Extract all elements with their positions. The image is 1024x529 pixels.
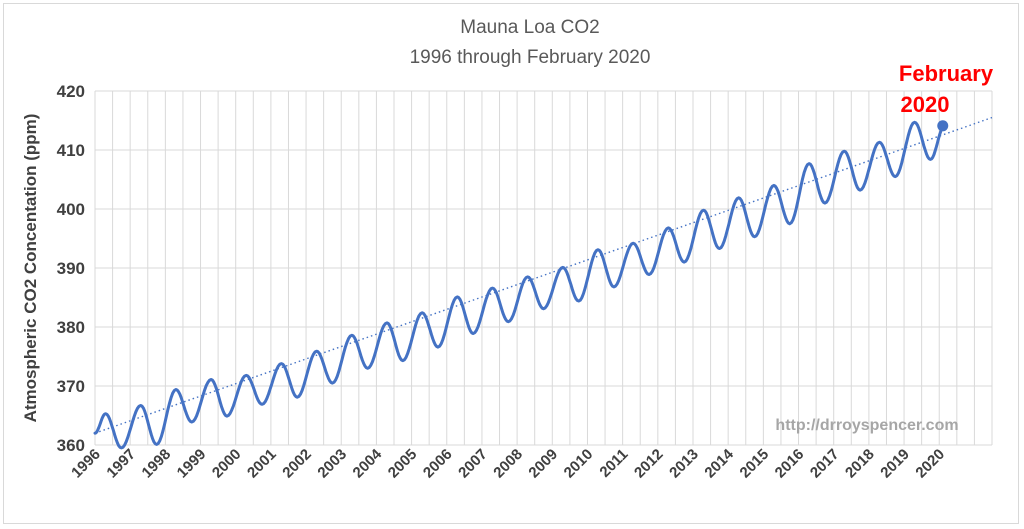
x-tick-label: 2003 xyxy=(314,446,350,482)
grid-lines xyxy=(94,90,993,446)
x-tick-label: 2020 xyxy=(912,446,948,482)
x-axis-ticks: 1996 1997 1998 1999 2000 2001 2002 2003 2004 2005… xyxy=(68,445,948,481)
x-tick-label: 2019 xyxy=(877,446,913,482)
y-tick-label: 410 xyxy=(57,141,85,160)
y-tick-label: 370 xyxy=(57,377,85,396)
y-tick-label: 390 xyxy=(57,259,85,278)
x-tick-label: 2001 xyxy=(244,446,280,482)
y-axis-ticks: 360 370 380 390 400 410 420 xyxy=(57,82,85,455)
trend-line xyxy=(94,116,993,434)
callout-month: February xyxy=(899,61,994,86)
x-tick-label: 2015 xyxy=(737,446,773,482)
x-tick-label: 1999 xyxy=(174,446,210,482)
y-tick-label: 380 xyxy=(57,318,85,337)
x-tick-label: 2000 xyxy=(209,446,245,482)
x-tick-label: 2008 xyxy=(490,446,526,482)
x-tick-label: 2006 xyxy=(420,446,456,482)
chart-subtitle: 1996 through February 2020 xyxy=(410,47,651,68)
x-tick-label: 2011 xyxy=(596,446,631,481)
x-tick-label: 2014 xyxy=(701,445,737,481)
x-tick-label: 1998 xyxy=(139,446,175,482)
x-tick-label: 2018 xyxy=(842,446,878,482)
x-tick-label: 2009 xyxy=(526,446,562,482)
x-tick-label: 1997 xyxy=(103,446,139,482)
co2-series-line xyxy=(93,120,946,450)
x-tick-label: 2012 xyxy=(631,446,667,482)
watermark-url: http://drroyspencer.com xyxy=(775,417,958,434)
plot-area xyxy=(93,116,993,450)
x-tick-label: 2005 xyxy=(385,446,421,482)
x-tick-label: 2010 xyxy=(561,446,597,482)
x-tick-label: 2013 xyxy=(666,446,702,482)
chart-title: Mauna Loa CO2 xyxy=(460,17,599,38)
chart-frame xyxy=(3,3,1019,524)
x-tick-label: 2002 xyxy=(279,446,315,482)
x-tick-label: 2016 xyxy=(772,446,808,482)
y-axis-label: Atmospheric CO2 Concentation (ppm) xyxy=(21,114,40,423)
x-tick-label: 2004 xyxy=(350,445,386,481)
y-tick-label: 360 xyxy=(57,436,85,455)
x-tick-label: 2007 xyxy=(455,446,491,482)
y-tick-label: 400 xyxy=(57,200,85,219)
callout-year: 2020 xyxy=(901,92,950,117)
x-tick-label: 2017 xyxy=(807,446,843,482)
february-2020-point xyxy=(937,120,949,132)
y-tick-label: 420 xyxy=(57,82,85,101)
